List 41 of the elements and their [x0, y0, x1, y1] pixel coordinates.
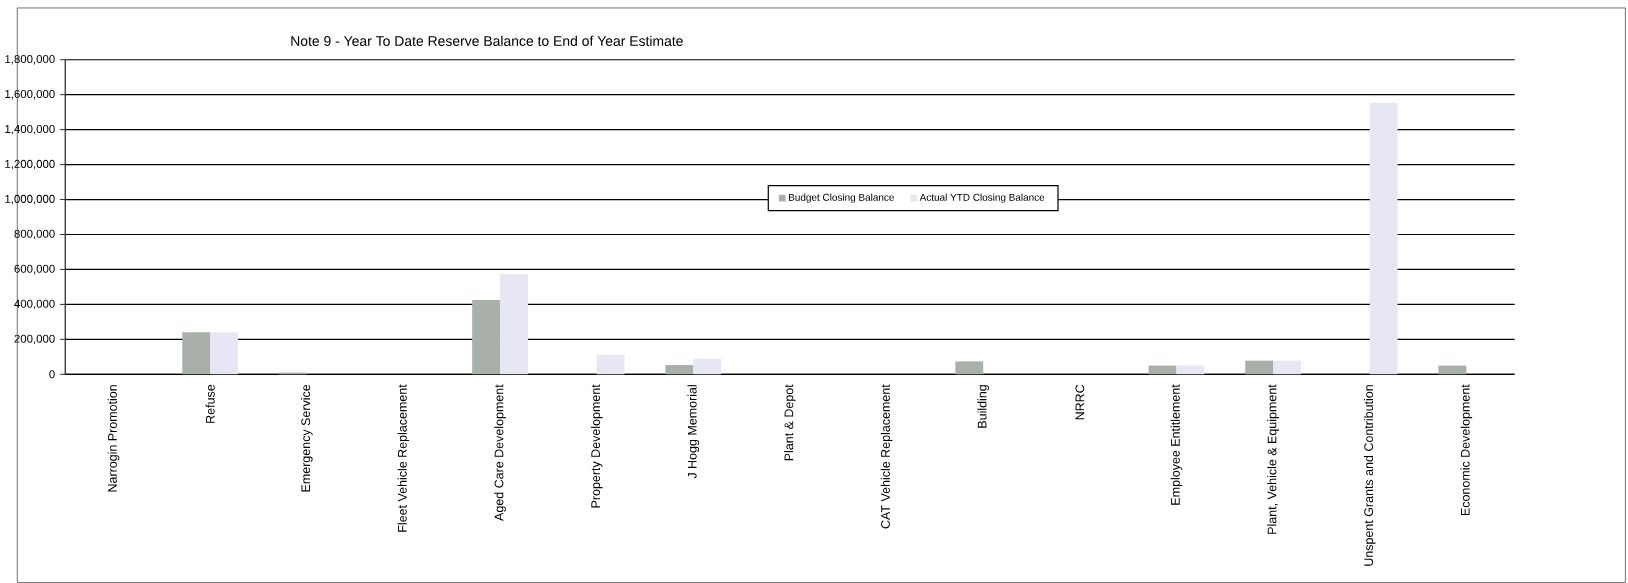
y-tick-label: 1,800,000 — [5, 54, 55, 65]
bar — [210, 332, 239, 375]
legend-label: Budget Closing Balance — [789, 193, 894, 203]
bar — [182, 332, 211, 375]
x-tick-label: Employee Entitlement — [1170, 384, 1183, 505]
bar — [1369, 102, 1398, 375]
bar — [1245, 360, 1274, 375]
x-tick-label: Aged Care Development — [494, 384, 506, 521]
x-tick-label: Emergency Service — [300, 384, 313, 492]
y-tick-label: 600,000 — [14, 264, 55, 274]
y-tick-label: 1,400,000 — [5, 124, 55, 135]
bar — [472, 299, 501, 375]
y-tick-label: 1,200,000 — [5, 159, 55, 170]
x-tick-label: Fleet Vehicle Replacement — [397, 384, 410, 532]
x-tick-label: CAT Vehicle Replacement — [880, 384, 893, 529]
bar — [955, 361, 984, 375]
bar — [665, 364, 694, 375]
x-tick-label: Property Development — [590, 384, 603, 508]
bar — [596, 354, 625, 375]
chart-title: Note 9 - Year To Date Reserve Balance to End of Year Estimate — [291, 35, 683, 46]
x-tick-label: Refuse — [205, 384, 215, 423]
y-tick-label: 400,000 — [14, 299, 55, 309]
y-tick-label: 800,000 — [14, 229, 55, 240]
bar — [693, 358, 722, 375]
x-tick-label: Plant, Vehicle & Equipment — [1267, 384, 1279, 534]
y-tick-label: 1,600,000 — [5, 89, 55, 100]
x-tick-label: J Hogg Memorial — [687, 384, 700, 479]
x-tick-label: Unspent Grants and Contribution — [1363, 384, 1376, 566]
y-tick-label: 1,000,000 — [5, 194, 55, 205]
x-tick-label: Narrogin Promotion — [107, 384, 120, 492]
bar — [1176, 365, 1205, 375]
x-tick-label: Plant & Depot — [784, 384, 796, 461]
bar — [500, 273, 528, 375]
x-tick-label: Building — [977, 384, 989, 428]
bar — [1273, 360, 1301, 375]
x-tick-label: NRRC — [1075, 384, 1085, 420]
bar — [1438, 365, 1467, 375]
legend-label: Actual YTD Closing Balance — [919, 193, 1045, 203]
y-tick-label: 200,000 — [14, 334, 55, 344]
x-tick-label: Economic Development — [1460, 384, 1473, 515]
y-tick-label: 0 — [49, 370, 55, 379]
